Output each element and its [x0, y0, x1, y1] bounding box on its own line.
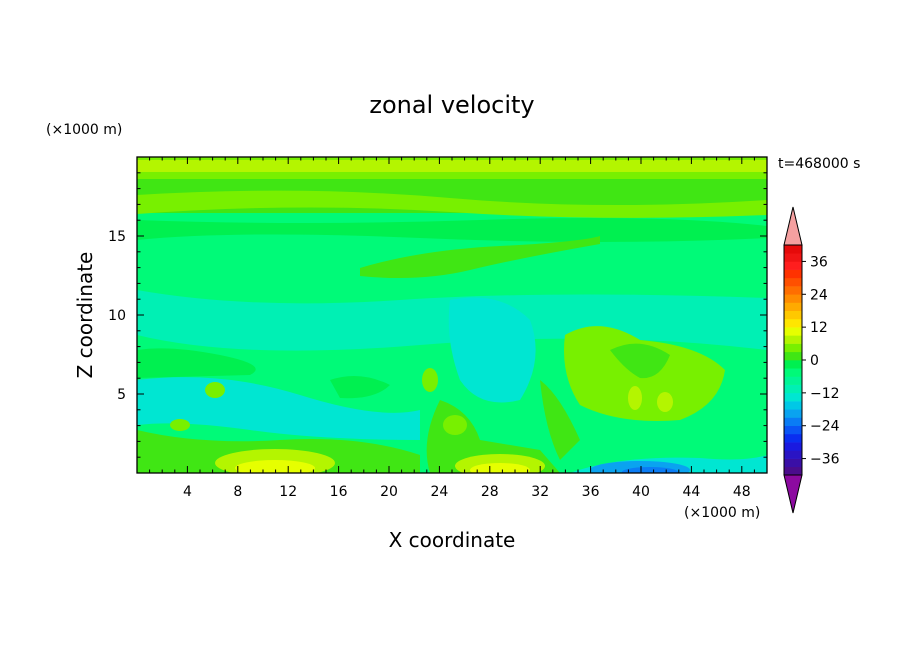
colorbar-tick-label: 24 [810, 287, 828, 303]
small-yellow-1 [628, 386, 642, 410]
x-tick-label: 8 [233, 484, 242, 500]
bottom-core-center [470, 463, 530, 473]
x-tick-label: 48 [733, 484, 751, 500]
x-tick-label: 20 [380, 484, 398, 500]
y-unit-label: (×1000 m) [46, 122, 122, 138]
colorbar-tick-label: 0 [810, 353, 819, 369]
x-tick-label: 36 [582, 484, 600, 500]
colorbar-swatch [784, 433, 802, 443]
colorbar-swatch [784, 294, 802, 303]
x-tick-label: 16 [330, 484, 348, 500]
colorbar-swatch [784, 343, 802, 353]
colorbar-swatch [784, 466, 802, 476]
colorbar-swatch [784, 401, 802, 410]
colorbar-swatch [784, 376, 802, 385]
colorbar-upper-arrow [783, 206, 803, 246]
central-cyan-blob [448, 297, 536, 403]
small-blob-2 [205, 382, 225, 398]
top-band-yellowish [137, 160, 767, 172]
velocity-field [137, 157, 767, 473]
colorbar-swatch [784, 310, 802, 320]
y-tick-label: 10 [108, 308, 126, 324]
colorbar-tick-label: −24 [810, 419, 840, 435]
colorbar-swatch [784, 302, 802, 312]
colorbar-swatch [784, 253, 802, 262]
x-unit-label: (×1000 m) [684, 505, 760, 521]
y-tick-label: 15 [108, 229, 126, 245]
small-blob-4 [443, 415, 467, 435]
colorbar-swatch [784, 360, 802, 369]
colorbar-tick-label: 36 [810, 254, 828, 270]
colorbar-tick-label: 12 [810, 320, 828, 336]
colorbar-swatch [784, 261, 802, 270]
green-filament [540, 380, 580, 460]
x-tick-label: 4 [183, 484, 192, 500]
x-axis-label: X coordinate [389, 528, 516, 552]
colorbar-swatch [784, 384, 802, 394]
y-axis-label: Z coordinate [73, 252, 97, 379]
small-yellow-2 [657, 392, 673, 412]
colorbar-swatch [784, 458, 802, 468]
bottom-core-left [235, 460, 315, 473]
time-label: t=468000 s [778, 156, 860, 172]
small-blob-1 [422, 368, 438, 392]
left-green-patch [137, 348, 256, 378]
colorbar-swatch [784, 286, 802, 295]
upper-band-light [137, 190, 767, 218]
colorbar: 36 24 12 0 −12 −24 −36 [783, 206, 840, 514]
colorbar-swatch [784, 450, 802, 459]
jet-streak [360, 236, 600, 278]
chart-title: zonal velocity [369, 91, 534, 119]
colorbar-swatch [784, 318, 802, 328]
colorbar-swatch [784, 442, 802, 451]
colorbar-tick-label: −36 [810, 452, 840, 468]
colorbar-swatch [784, 417, 802, 427]
y-tick-label: 5 [117, 387, 126, 403]
positive-cell-core [610, 343, 670, 379]
colorbar-swatch [784, 269, 802, 279]
colorbar-swatch [784, 425, 802, 435]
x-tick-label: 28 [481, 484, 499, 500]
colorbar-swatch [784, 351, 802, 361]
colorbar-swatch [784, 335, 802, 344]
x-tick-label: 40 [632, 484, 650, 500]
colorbar-swatch [784, 327, 802, 336]
colorbar-tick-label: −12 [810, 386, 840, 402]
colorbar-swatch [784, 409, 802, 418]
bottom-blue-core [622, 467, 678, 473]
colorbar-swatch [784, 392, 802, 402]
x-tick-label: 44 [682, 484, 700, 500]
colorbar-lower-arrow [783, 474, 803, 514]
x-tick-label: 32 [531, 484, 549, 500]
colorbar-swatch [784, 277, 802, 287]
small-blob-3 [170, 419, 190, 431]
x-tick-label: 12 [279, 484, 297, 500]
colorbar-swatch [784, 368, 802, 377]
colorbar-swatch [784, 245, 802, 254]
x-tick-label: 24 [430, 484, 448, 500]
upper-band-green [137, 218, 767, 242]
mid-green-patch [330, 376, 390, 399]
